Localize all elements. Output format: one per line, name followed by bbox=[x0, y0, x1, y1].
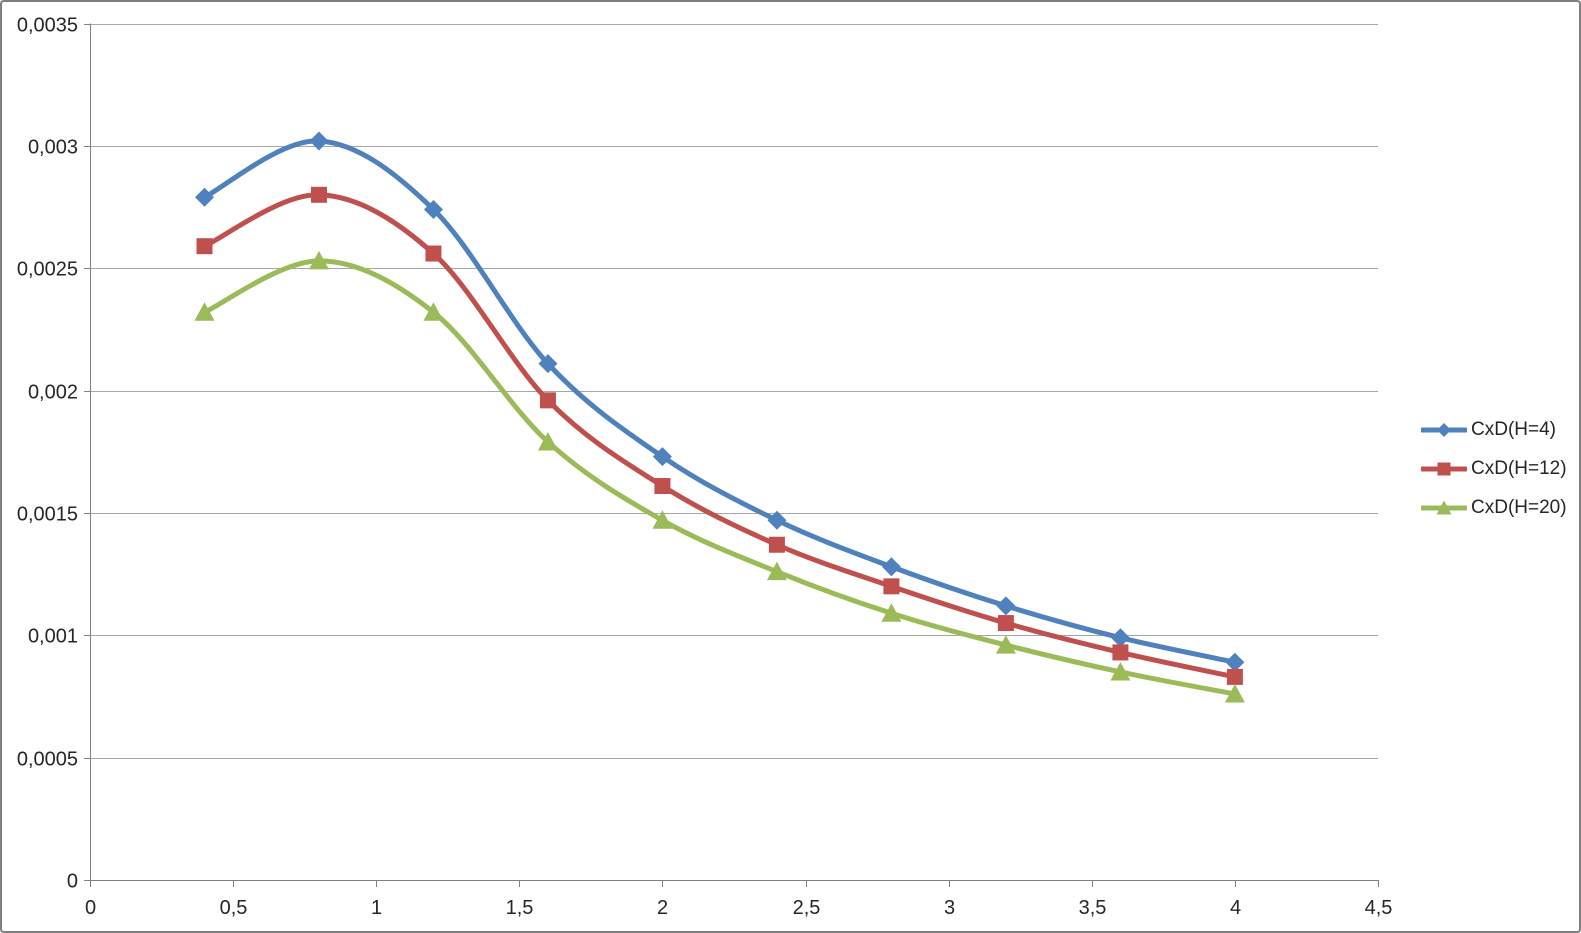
square-marker-icon bbox=[768, 536, 785, 553]
x-tick-label: 2 bbox=[657, 897, 668, 919]
legend-marker-square-icon bbox=[1421, 462, 1467, 476]
legend-label: CxD(H=20) bbox=[1471, 497, 1567, 518]
triangle-marker-icon bbox=[423, 302, 444, 321]
y-tick-label: 0,0005 bbox=[17, 749, 78, 771]
y-tick-label: 0,001 bbox=[28, 626, 78, 648]
diamond-marker-icon bbox=[881, 557, 901, 577]
square-marker-icon bbox=[1112, 644, 1129, 661]
diamond-marker-icon bbox=[767, 510, 787, 530]
legend-item-3: CxD(H=20) bbox=[1421, 495, 1567, 521]
series-line-1 bbox=[201, 138, 1238, 665]
square-marker-icon bbox=[425, 245, 442, 262]
square-marker-icon bbox=[883, 578, 900, 595]
square-marker-icon bbox=[654, 478, 671, 495]
y-tick-label: 0,003 bbox=[28, 137, 78, 159]
triangle-marker-icon bbox=[995, 635, 1016, 654]
chart-legend: CxD(H=4) CxD(H=12) CxD(H=20) bbox=[1421, 417, 1567, 521]
triangle-marker-icon bbox=[1110, 661, 1131, 681]
x-tick-label: 2,5 bbox=[793, 897, 821, 919]
x-tick-label: 3 bbox=[944, 897, 955, 919]
y-tick-label: 0,0035 bbox=[17, 15, 78, 37]
square-marker-icon bbox=[997, 615, 1014, 632]
diamond-marker-icon bbox=[194, 187, 214, 207]
triangle-marker-icon bbox=[881, 603, 902, 622]
x-tick-label: 3,5 bbox=[1079, 897, 1107, 919]
square-marker-icon bbox=[539, 392, 556, 409]
x-tick-label: 1,5 bbox=[506, 897, 534, 919]
diamond-marker-icon bbox=[652, 447, 672, 467]
legend-item-1: CxD(H=4) bbox=[1421, 417, 1567, 443]
diamond-marker-icon bbox=[996, 596, 1016, 616]
legend-marker-diamond-icon bbox=[1421, 423, 1467, 437]
diamond-marker-icon bbox=[309, 131, 329, 151]
y-tick-label: 0 bbox=[67, 871, 78, 893]
triangle-marker-icon bbox=[537, 431, 558, 451]
y-tick-label: 0,0025 bbox=[17, 259, 78, 281]
legend-marker-triangle-icon bbox=[1421, 500, 1467, 515]
triangle-marker-icon bbox=[308, 250, 329, 270]
x-tick-label: 4,5 bbox=[1365, 897, 1393, 919]
diamond-marker-icon bbox=[1225, 652, 1245, 672]
legend-label: CxD(H=4) bbox=[1471, 419, 1556, 440]
series-line-3 bbox=[201, 258, 1238, 697]
x-tick-label: 4 bbox=[1230, 897, 1241, 919]
y-tick-label: 0,0015 bbox=[17, 504, 78, 526]
legend-item-2: CxD(H=12) bbox=[1421, 456, 1567, 482]
diamond-marker-icon bbox=[423, 199, 443, 219]
x-tick-label: 0 bbox=[85, 897, 96, 919]
square-marker-icon bbox=[310, 186, 327, 203]
legend-label: CxD(H=12) bbox=[1471, 458, 1567, 479]
square-marker-icon bbox=[196, 238, 213, 255]
square-marker-icon bbox=[1226, 668, 1243, 685]
diamond-marker-icon bbox=[538, 354, 558, 374]
triangle-marker-icon bbox=[766, 561, 787, 581]
diamond-marker-icon bbox=[1110, 628, 1130, 648]
x-tick-label: 1 bbox=[371, 897, 382, 919]
triangle-marker-icon bbox=[1224, 684, 1245, 703]
y-tick-label: 0,002 bbox=[28, 382, 78, 404]
series-line-2 bbox=[201, 192, 1238, 680]
triangle-marker-icon bbox=[652, 510, 673, 529]
triangle-marker-icon bbox=[194, 302, 215, 321]
x-tick-label: 0,5 bbox=[220, 897, 248, 919]
